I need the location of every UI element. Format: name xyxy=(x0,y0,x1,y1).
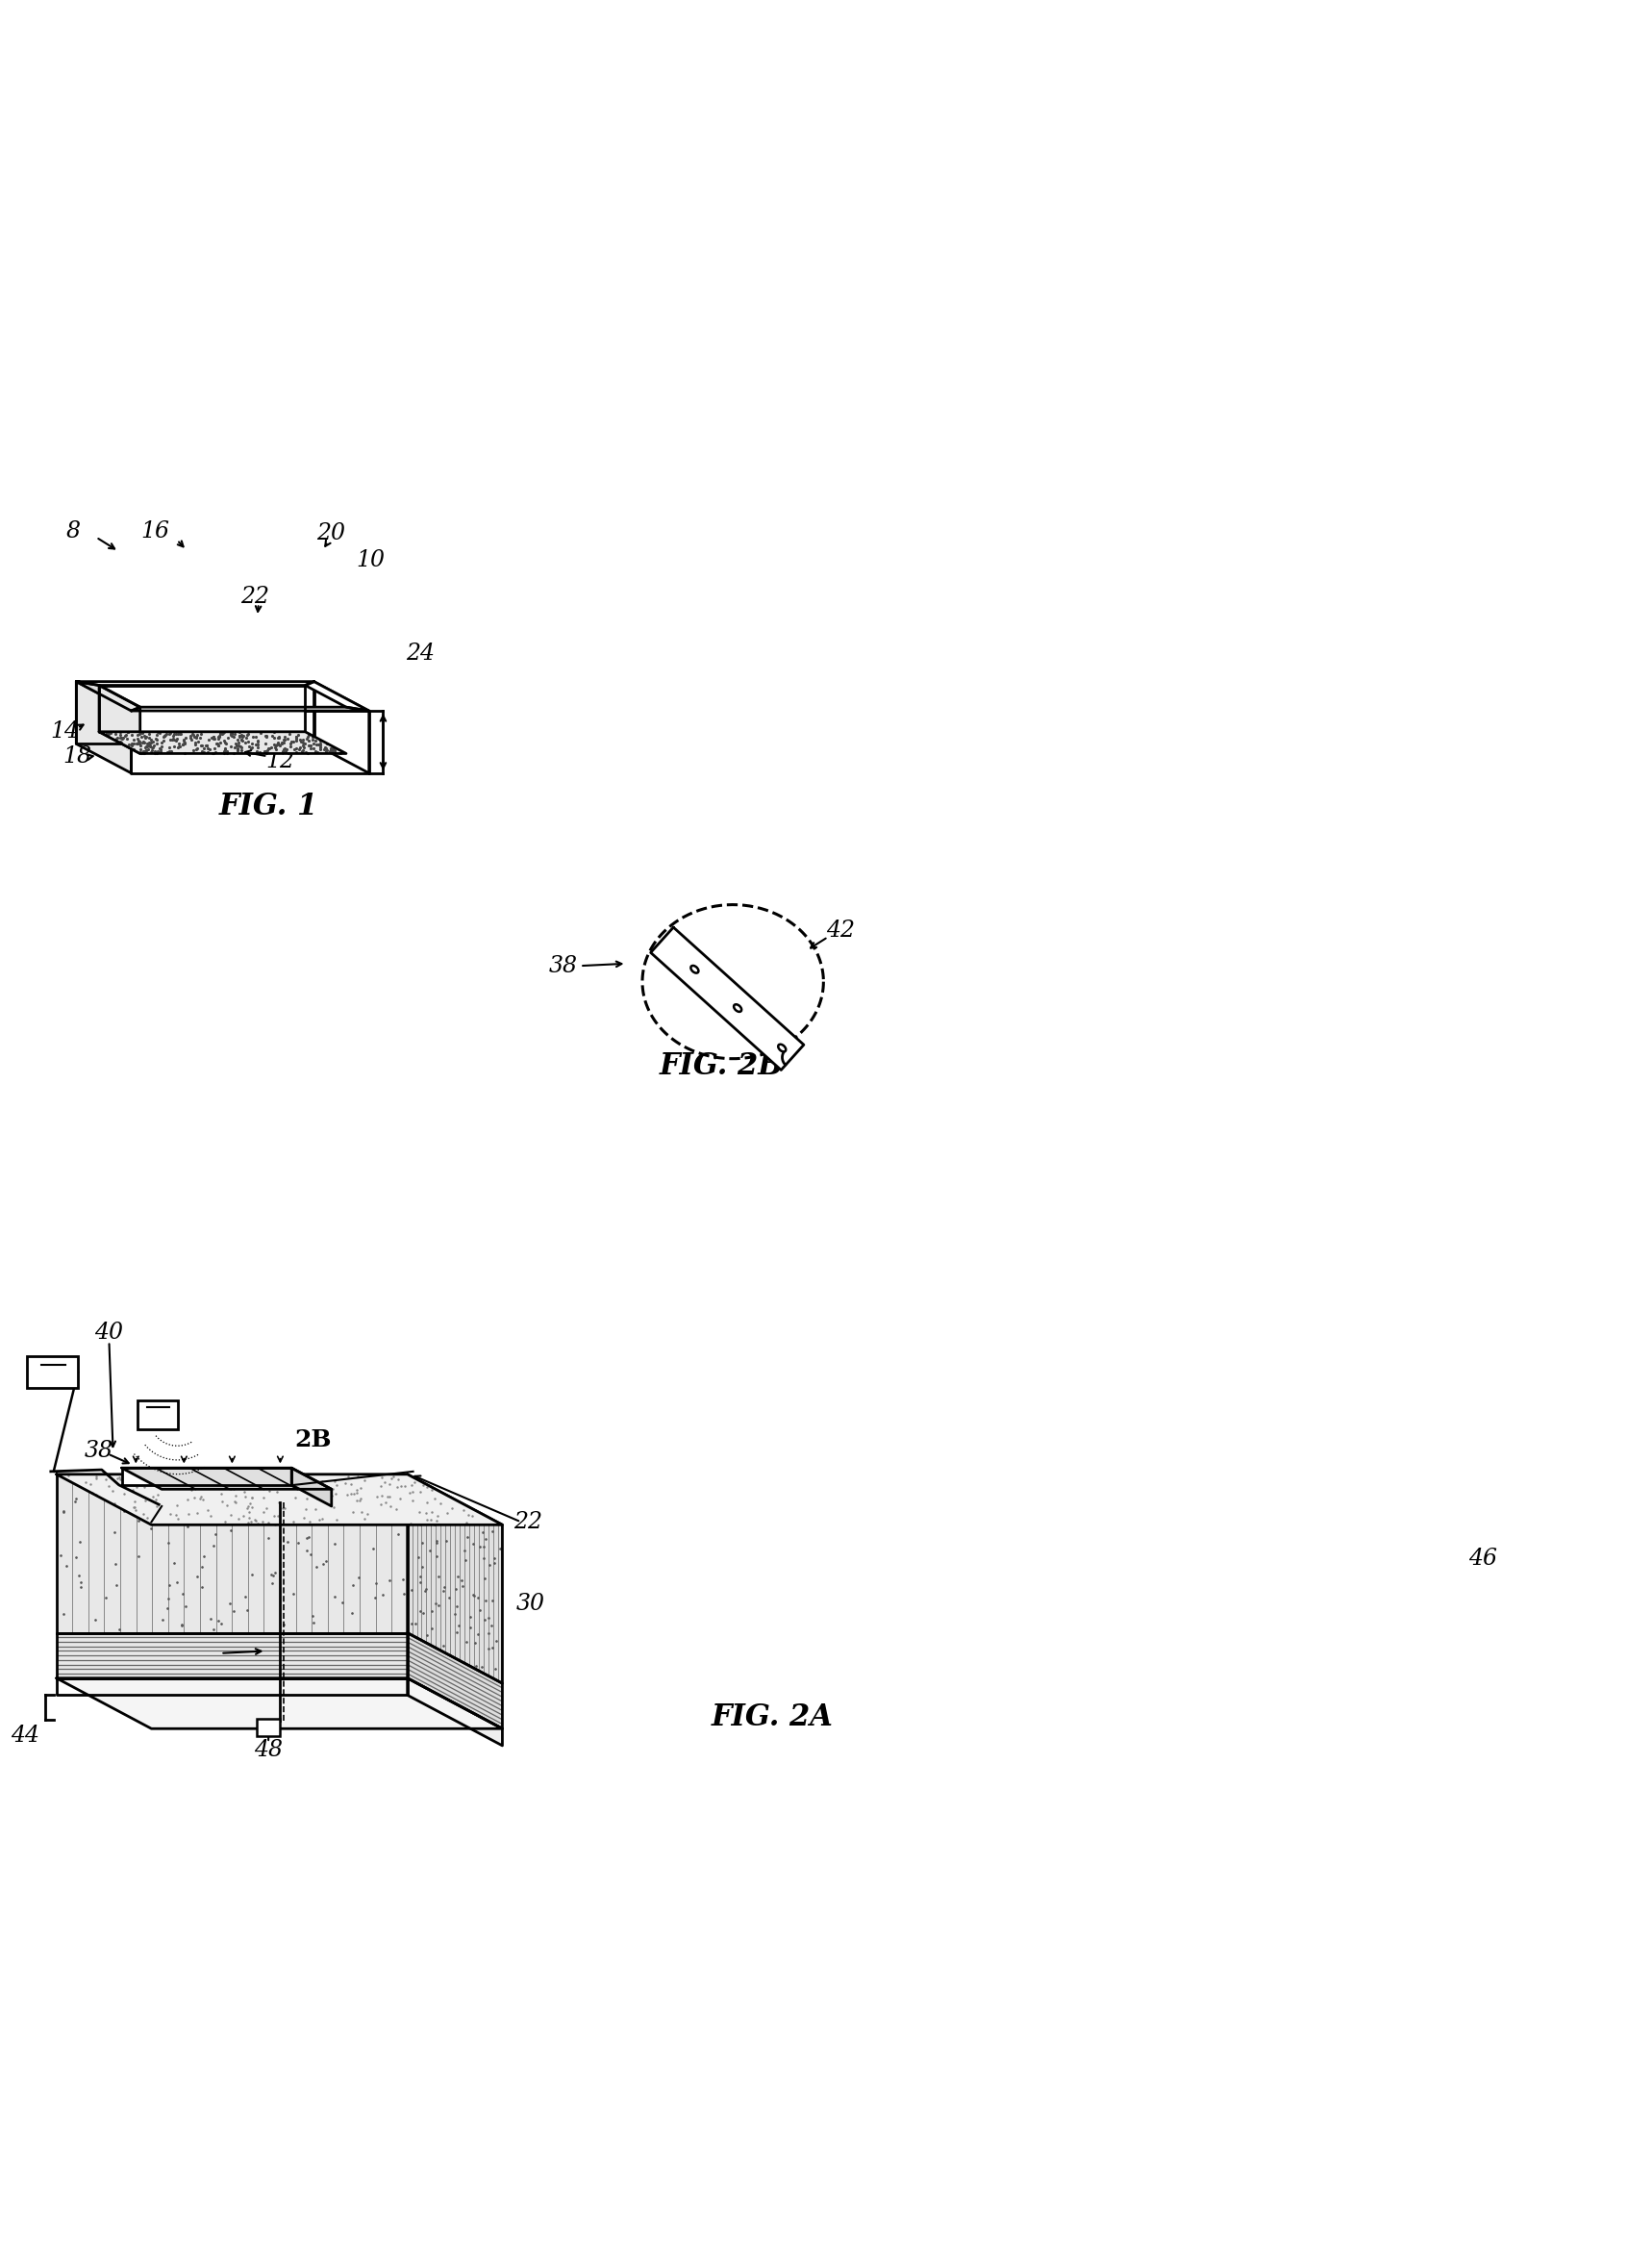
FancyBboxPatch shape xyxy=(137,1402,177,1429)
Text: 24: 24 xyxy=(406,642,434,665)
Text: 8: 8 xyxy=(97,1483,112,1504)
Polygon shape xyxy=(76,683,140,710)
Bar xyxy=(258,1719,279,1735)
Ellipse shape xyxy=(691,966,699,973)
Text: 48: 48 xyxy=(254,1740,282,1762)
Text: 22: 22 xyxy=(514,1510,542,1533)
Text: 36: 36 xyxy=(38,1361,68,1383)
Text: 8: 8 xyxy=(66,519,81,542)
Polygon shape xyxy=(76,683,314,685)
Text: 46: 46 xyxy=(317,1572,347,1594)
Polygon shape xyxy=(56,1474,408,1633)
Text: 38: 38 xyxy=(84,1440,114,1463)
Text: 10: 10 xyxy=(357,549,385,572)
Polygon shape xyxy=(122,1467,291,1486)
Text: 14: 14 xyxy=(51,721,79,742)
Polygon shape xyxy=(99,733,347,753)
Polygon shape xyxy=(408,1474,502,1683)
Polygon shape xyxy=(408,1678,502,1746)
Text: FIG. 1: FIG. 1 xyxy=(220,792,319,821)
Polygon shape xyxy=(314,683,368,773)
Text: 40: 40 xyxy=(94,1322,124,1345)
Text: FIG. 2A: FIG. 2A xyxy=(712,1703,834,1733)
Polygon shape xyxy=(56,1633,408,1678)
Text: 22: 22 xyxy=(240,585,269,608)
Ellipse shape xyxy=(733,1005,742,1012)
Polygon shape xyxy=(306,683,368,710)
Ellipse shape xyxy=(778,1043,786,1052)
Text: 30: 30 xyxy=(517,1592,545,1615)
Text: 18: 18 xyxy=(63,746,93,767)
Polygon shape xyxy=(56,1678,408,1694)
Polygon shape xyxy=(131,708,368,710)
Polygon shape xyxy=(99,685,140,753)
Polygon shape xyxy=(56,1474,502,1524)
Text: 38: 38 xyxy=(548,955,578,978)
Text: 12: 12 xyxy=(266,751,294,771)
Polygon shape xyxy=(408,1633,502,1728)
Polygon shape xyxy=(291,1467,332,1506)
Polygon shape xyxy=(122,1467,332,1490)
Text: 44: 44 xyxy=(12,1726,40,1746)
Polygon shape xyxy=(76,683,314,744)
Polygon shape xyxy=(76,683,131,773)
Text: 2B: 2B xyxy=(294,1429,332,1452)
Text: FIG. 2B: FIG. 2B xyxy=(659,1052,783,1082)
Polygon shape xyxy=(56,1678,502,1728)
FancyBboxPatch shape xyxy=(26,1356,78,1388)
Polygon shape xyxy=(651,928,805,1070)
Polygon shape xyxy=(131,710,368,773)
Text: 20: 20 xyxy=(317,522,345,544)
Polygon shape xyxy=(99,685,306,733)
Text: 42: 42 xyxy=(826,919,854,941)
Text: 16: 16 xyxy=(140,519,170,542)
Text: 50: 50 xyxy=(142,1404,173,1427)
Text: 46: 46 xyxy=(1469,1549,1497,1569)
